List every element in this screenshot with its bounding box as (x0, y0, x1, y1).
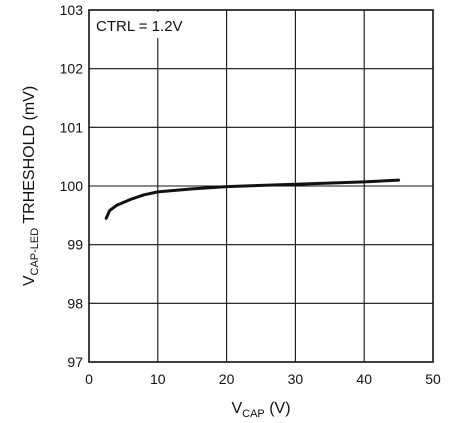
y-tick-label: 99 (67, 237, 83, 253)
x-tick-label: 0 (85, 371, 93, 387)
series-line (104, 178, 401, 220)
annotation-background (90, 12, 200, 38)
plot-frame (88, 9, 434, 363)
grid-layer (89, 10, 433, 362)
y-tick-label: 100 (60, 178, 84, 194)
y-tick-label: 101 (60, 119, 84, 135)
x-tick-label: 10 (150, 371, 166, 387)
x-axis-label-main: V (231, 400, 242, 417)
x-tick-labels: 0 10 20 30 40 50 (85, 371, 441, 387)
y-axis-label-sub: CAP-LED (29, 228, 41, 276)
y-tick-label: 102 (60, 61, 84, 77)
y-tick-labels: 97 98 99 100 101 102 103 (60, 2, 84, 370)
x-tick-label: 20 (219, 371, 235, 387)
y-axis-label-main: V (21, 275, 38, 286)
annotation-ctrl: CTRL = 1.2V (96, 18, 183, 35)
series-layer (104, 178, 401, 220)
x-axis-label-tail: (V) (265, 400, 291, 417)
y-tick-label: 103 (60, 2, 84, 18)
y-axis-label: VCAP-LED TRHESHOLD (mV) (21, 86, 41, 286)
x-axis-label-sub: CAP (242, 408, 265, 420)
x-tick-label: 50 (425, 371, 441, 387)
y-tick-label: 97 (67, 354, 83, 370)
y-tick-label: 98 (67, 295, 83, 311)
x-tick-label: 30 (288, 371, 304, 387)
x-axis-label: VCAP (V) (231, 400, 290, 420)
x-tick-label: 40 (356, 371, 372, 387)
y-axis-label-tail: TRHESHOLD (mV) (21, 86, 38, 228)
